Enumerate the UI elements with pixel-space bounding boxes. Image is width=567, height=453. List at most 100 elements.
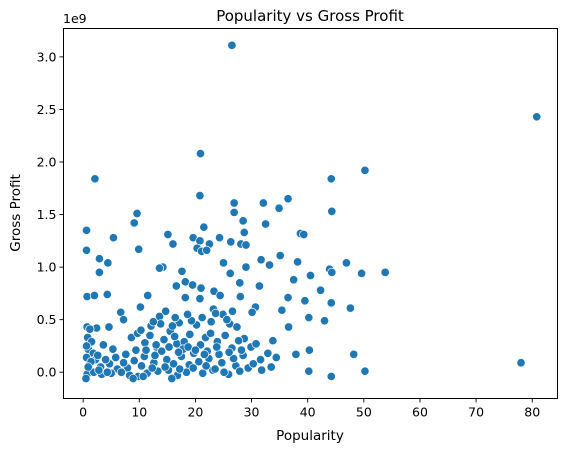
data-point	[90, 174, 100, 184]
data-point	[135, 302, 145, 312]
data-point	[159, 335, 169, 345]
data-point	[283, 293, 293, 303]
data-point	[190, 345, 200, 355]
x-tick-label: 10	[131, 405, 147, 420]
data-point	[217, 358, 227, 368]
x-tick-label: 40	[300, 405, 316, 420]
data-point	[180, 293, 190, 303]
data-point	[215, 233, 225, 243]
data-point	[141, 345, 151, 355]
data-point	[136, 361, 147, 371]
data-point	[194, 357, 204, 367]
data-point	[157, 346, 167, 356]
data-point	[235, 291, 245, 302]
data-point	[235, 278, 245, 288]
data-point	[199, 349, 209, 359]
data-point	[140, 338, 150, 348]
data-point	[131, 345, 141, 355]
data-point	[227, 306, 238, 316]
data-points	[81, 40, 542, 384]
data-point	[215, 290, 225, 301]
data-point	[326, 298, 336, 308]
data-point	[251, 339, 261, 349]
data-point	[160, 362, 170, 372]
data-point	[266, 362, 276, 372]
data-point	[83, 362, 93, 372]
data-point	[261, 219, 271, 229]
data-point	[177, 266, 187, 276]
data-point	[163, 229, 173, 240]
data-point	[195, 149, 206, 159]
data-point	[102, 289, 112, 299]
data-point	[532, 112, 542, 122]
data-point	[167, 321, 177, 331]
data-point	[108, 233, 119, 243]
chart-title: Popularity vs Gross Profit	[216, 7, 404, 25]
data-point	[129, 218, 139, 228]
data-point	[220, 330, 230, 340]
data-point	[238, 216, 248, 226]
x-tick-label: 60	[412, 405, 428, 420]
y-tick-label: 3.0	[37, 49, 57, 64]
data-point	[239, 227, 249, 237]
data-point	[327, 206, 337, 216]
data-point	[129, 356, 139, 366]
data-point	[148, 317, 158, 327]
data-point	[263, 348, 273, 358]
data-point	[326, 174, 336, 184]
data-point	[257, 365, 267, 375]
data-point	[94, 254, 104, 264]
y-axis-ticks: 0.0 0.5 1.0 1.5 2.0 2.5 3.0	[37, 49, 64, 380]
data-point	[360, 165, 370, 175]
data-point	[98, 340, 108, 350]
data-point	[150, 350, 160, 360]
data-point	[380, 267, 390, 277]
data-point	[81, 373, 91, 384]
data-point	[116, 367, 126, 377]
data-point	[241, 240, 251, 250]
x-tick-label: 80	[524, 405, 540, 420]
data-point	[206, 328, 216, 338]
data-point	[171, 281, 181, 291]
data-point	[299, 229, 309, 240]
data-point	[81, 341, 92, 351]
data-point	[227, 40, 237, 50]
data-point	[210, 364, 220, 374]
data-point	[212, 342, 222, 352]
data-point	[283, 194, 293, 204]
x-axis-ticks: 0 10 20 30 40 50 60 70 80	[79, 398, 540, 420]
data-point	[341, 258, 351, 268]
data-point	[247, 307, 257, 317]
data-point	[94, 365, 104, 375]
data-point	[291, 349, 301, 359]
x-tick-label: 30	[244, 405, 260, 420]
data-point	[211, 308, 221, 318]
data-point	[236, 345, 246, 355]
data-point	[175, 364, 185, 374]
data-point	[143, 290, 153, 301]
data-point	[360, 366, 370, 376]
y-axis-offset-text: 1e9	[63, 11, 87, 26]
data-point	[316, 285, 326, 295]
data-point	[89, 290, 99, 301]
data-point	[174, 347, 184, 357]
data-point	[268, 336, 278, 346]
data-point	[108, 344, 118, 354]
y-tick-label: 1.0	[37, 260, 57, 275]
data-point	[219, 367, 229, 377]
data-point	[274, 203, 284, 213]
data-point	[206, 317, 216, 327]
data-point	[111, 352, 121, 363]
data-point	[81, 225, 92, 235]
data-point	[234, 336, 244, 346]
data-point	[241, 262, 251, 272]
data-point	[138, 371, 148, 381]
data-point	[202, 245, 212, 255]
x-tick-label: 20	[187, 405, 203, 420]
data-point	[119, 315, 129, 325]
data-point	[258, 198, 268, 208]
x-axis-label: Popularity	[276, 428, 344, 444]
data-point	[304, 345, 314, 355]
data-point	[81, 245, 92, 255]
data-point	[271, 352, 281, 363]
